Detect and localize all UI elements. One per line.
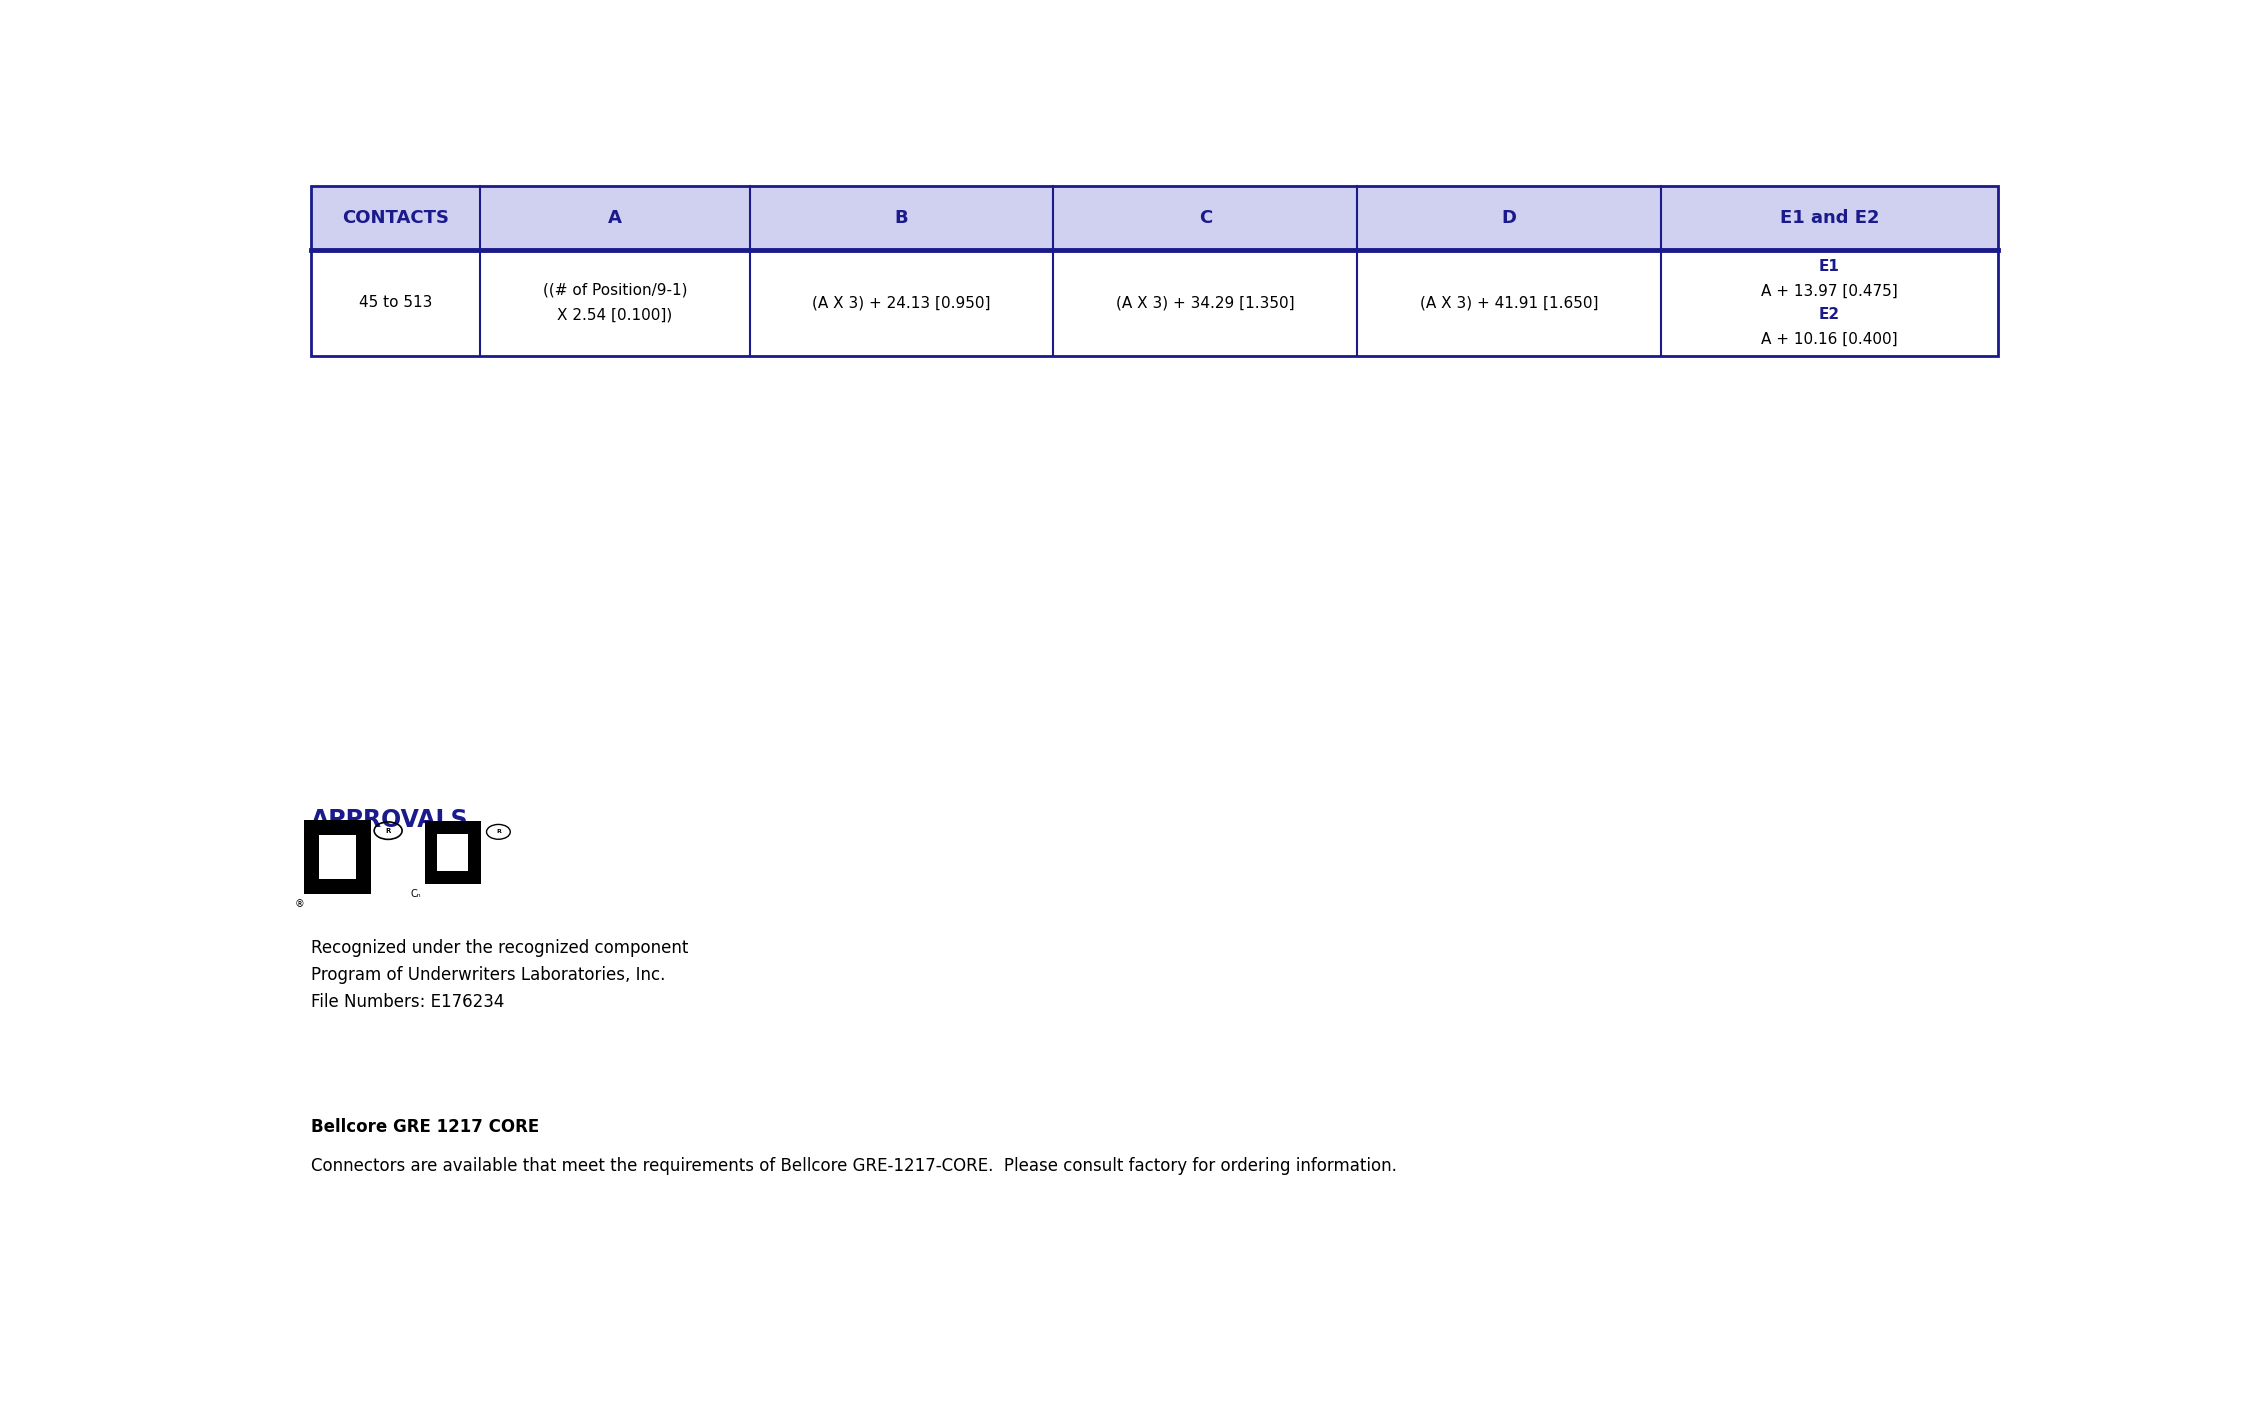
Bar xyxy=(424,821,480,884)
Bar xyxy=(1356,187,1660,249)
Bar xyxy=(480,249,750,357)
Text: A + 13.97 [0.475]: A + 13.97 [0.475] xyxy=(1762,283,1897,299)
Text: Cₙ: Cₙ xyxy=(410,889,421,899)
Text: APPROVALS: APPROVALS xyxy=(311,807,469,831)
Bar xyxy=(311,187,480,249)
Text: B: B xyxy=(894,210,908,227)
Bar xyxy=(1660,249,1998,357)
Bar xyxy=(480,187,750,249)
Text: 45 to 513: 45 to 513 xyxy=(358,296,433,310)
Bar xyxy=(311,249,480,357)
Text: A + 10.16 [0.400]: A + 10.16 [0.400] xyxy=(1762,331,1897,347)
Text: R: R xyxy=(385,828,390,834)
Text: (A X 3) + 24.13 [0.950]: (A X 3) + 24.13 [0.950] xyxy=(813,296,991,310)
Bar xyxy=(304,820,372,893)
Text: X 2.54 [0.100]): X 2.54 [0.100]) xyxy=(556,307,674,323)
Text: ®: ® xyxy=(295,899,304,909)
Text: R: R xyxy=(496,830,500,834)
Text: E1: E1 xyxy=(1818,259,1841,275)
Text: C: C xyxy=(1199,210,1212,227)
Text: D: D xyxy=(1500,210,1516,227)
Text: Recognized under the recognized component
Program of Underwriters Laboratories, : Recognized under the recognized componen… xyxy=(311,939,689,1011)
Bar xyxy=(1054,187,1356,249)
Text: Connectors are available that meet the requirements of Bellcore GRE-1217-CORE.  : Connectors are available that meet the r… xyxy=(311,1157,1397,1175)
Text: E1 and E2: E1 and E2 xyxy=(1780,210,1879,227)
Text: ((# of Position/9-1): ((# of Position/9-1) xyxy=(543,283,687,297)
Bar xyxy=(1356,249,1660,357)
Bar xyxy=(320,834,356,879)
Text: (A X 3) + 41.91 [1.650]: (A X 3) + 41.91 [1.650] xyxy=(1419,296,1597,310)
Text: A: A xyxy=(608,210,622,227)
Text: Bellcore GRE 1217 CORE: Bellcore GRE 1217 CORE xyxy=(311,1119,538,1137)
Text: (A X 3) + 34.29 [1.350]: (A X 3) + 34.29 [1.350] xyxy=(1115,296,1295,310)
Text: E2: E2 xyxy=(1818,307,1841,323)
Bar xyxy=(750,187,1054,249)
Bar xyxy=(437,834,469,871)
Text: CONTACTS: CONTACTS xyxy=(342,210,448,227)
Bar xyxy=(311,187,1998,357)
Bar xyxy=(1660,187,1998,249)
Bar xyxy=(1054,249,1356,357)
Bar xyxy=(750,249,1054,357)
